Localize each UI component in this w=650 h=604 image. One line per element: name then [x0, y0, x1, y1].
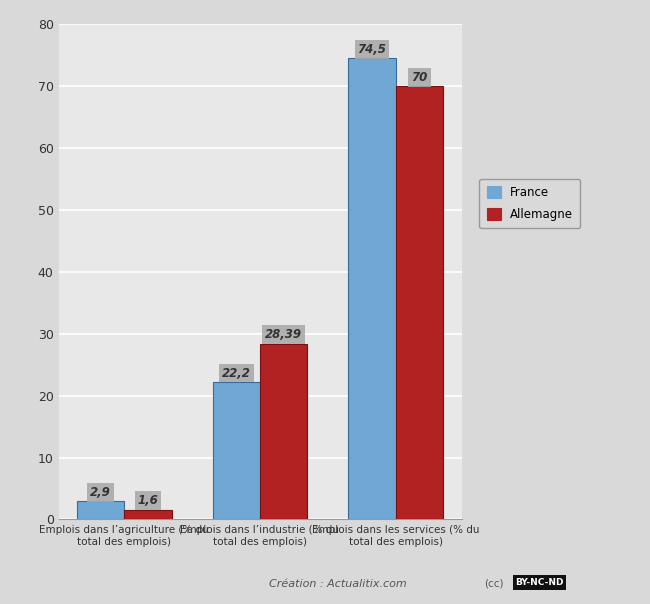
Text: (cc): (cc) — [484, 579, 504, 589]
Bar — [348, 58, 396, 519]
Text: 2,9: 2,9 — [90, 486, 111, 499]
Text: 22,2: 22,2 — [222, 367, 251, 379]
Text: 28,39: 28,39 — [265, 328, 302, 341]
Legend: France, Allemagne: France, Allemagne — [480, 179, 580, 228]
Bar — [260, 344, 307, 519]
Text: 1,6: 1,6 — [138, 494, 159, 507]
Text: BY-NC-ND: BY-NC-ND — [515, 578, 564, 587]
Text: Création : Actualitix.com: Création : Actualitix.com — [269, 579, 407, 589]
Bar — [213, 382, 260, 519]
Bar — [396, 86, 443, 519]
Text: 70: 70 — [411, 71, 428, 83]
Text: 74,5: 74,5 — [358, 43, 386, 56]
Bar — [124, 510, 172, 519]
Bar — [77, 501, 124, 519]
